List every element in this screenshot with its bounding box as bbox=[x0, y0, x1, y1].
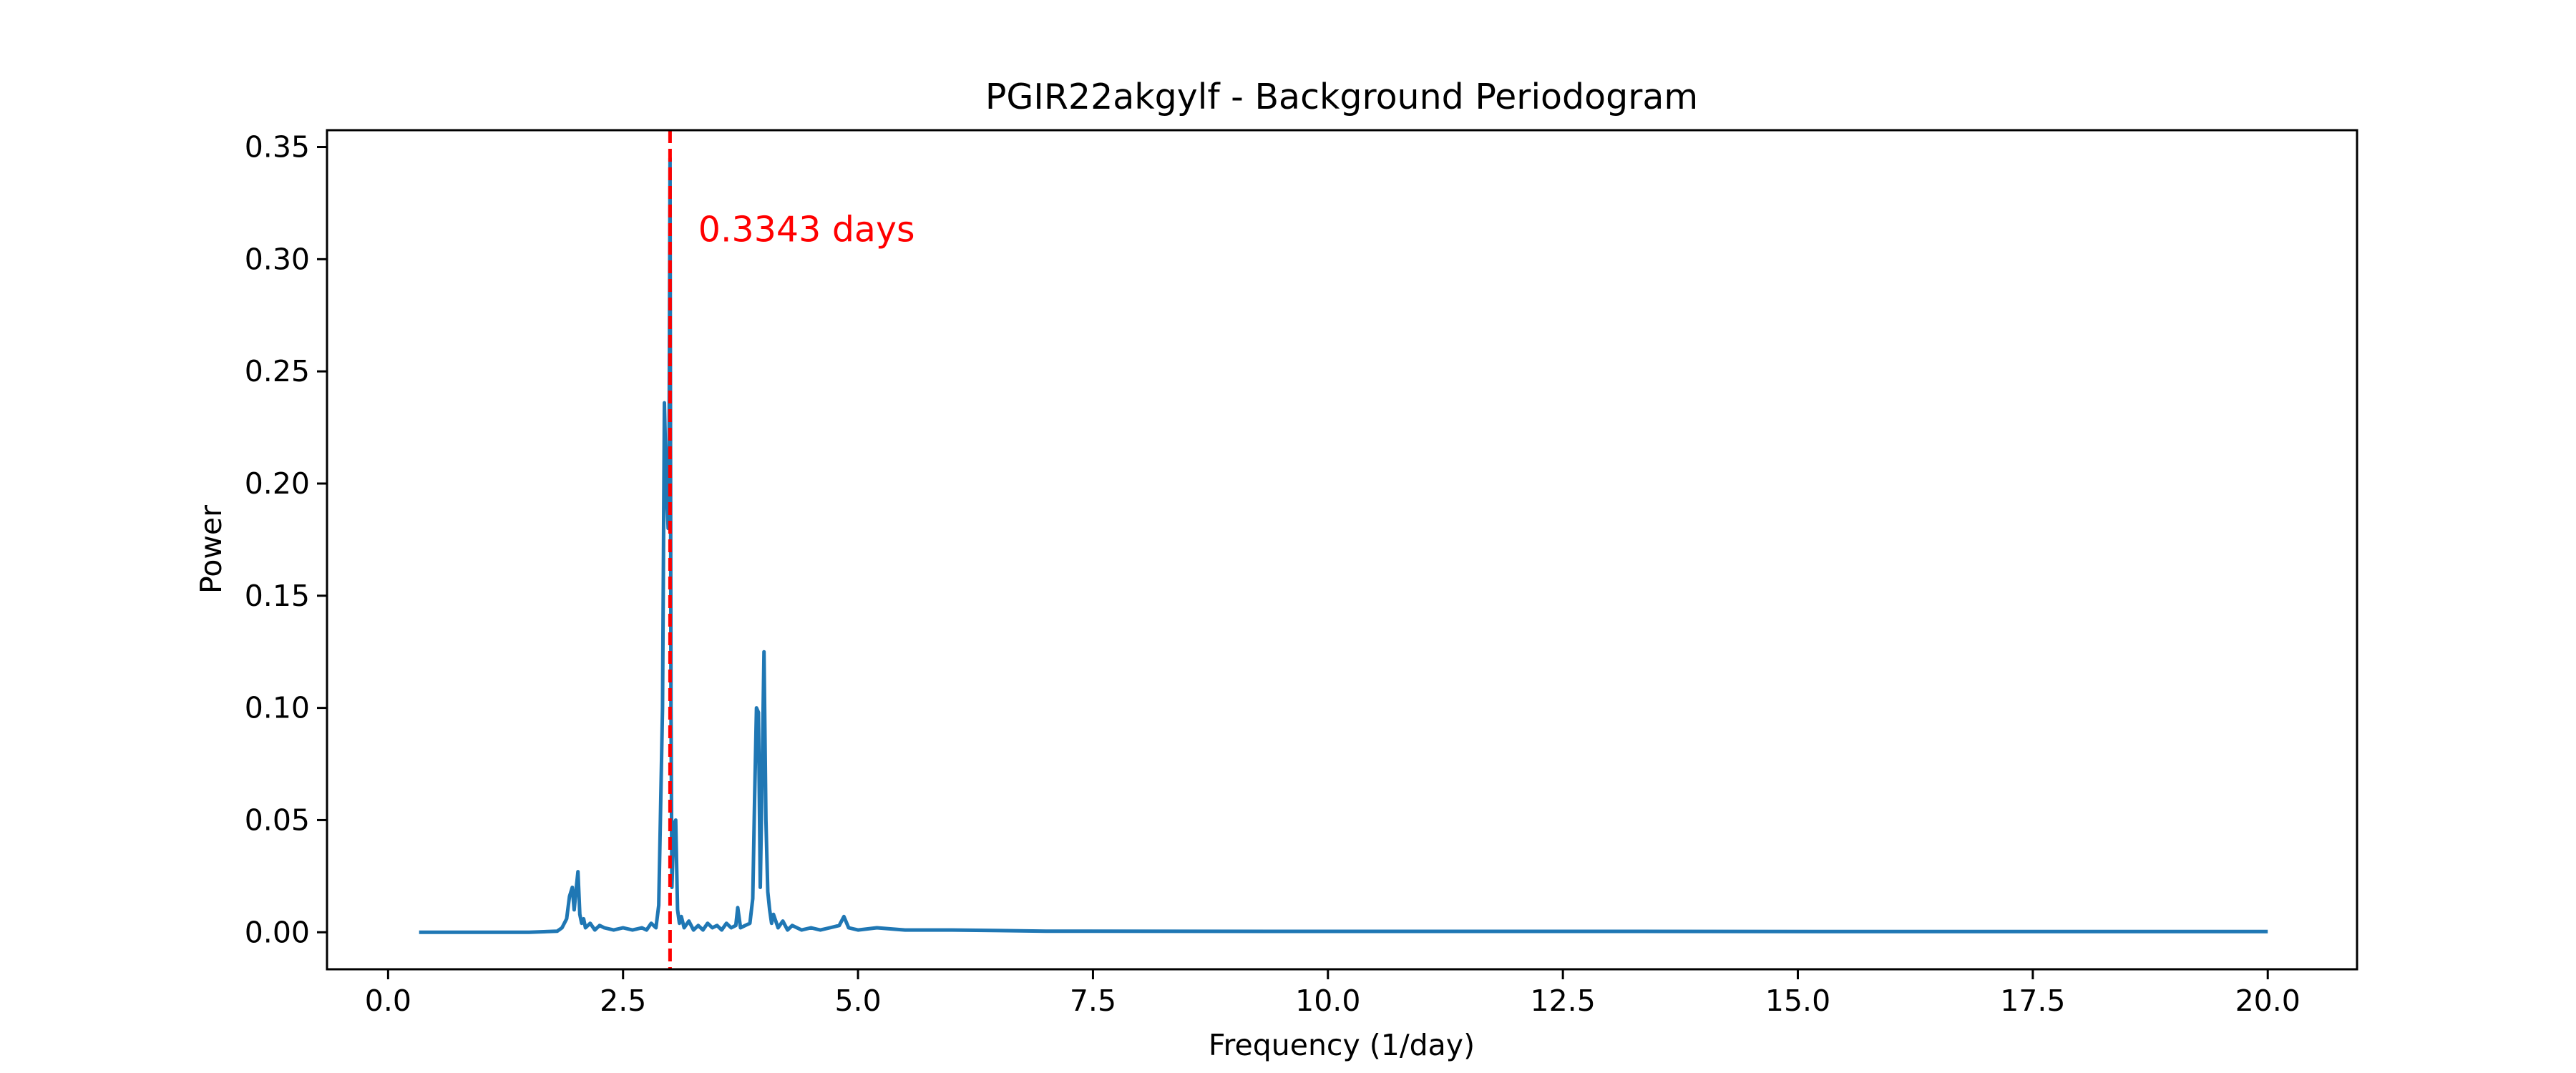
period-annotation: 0.3343 days bbox=[698, 209, 915, 250]
y-tick-label: 0.15 bbox=[245, 579, 310, 613]
plot-frame bbox=[326, 129, 2358, 971]
y-tick-label: 0.10 bbox=[245, 691, 310, 725]
y-tick-label: 0.25 bbox=[245, 354, 310, 388]
series-layer bbox=[419, 156, 2268, 934]
x-tick-label: 5.0 bbox=[834, 984, 881, 1018]
x-tick-label: 2.5 bbox=[600, 984, 646, 1018]
y-tick-label: 0.20 bbox=[245, 466, 310, 501]
plot-area: 0.3343 days bbox=[326, 129, 2358, 971]
y-tick-label: 0.05 bbox=[245, 803, 310, 837]
x-tick-label: 10.0 bbox=[1295, 984, 1360, 1018]
y-tick-label: 0.30 bbox=[245, 242, 310, 276]
y-axis: 0.00 0.05 0.10 0.15 0.20 0.25 0.30 0.35 bbox=[245, 130, 327, 949]
x-tick-label: 20.0 bbox=[2235, 984, 2301, 1018]
annotation-layer: 0.3343 days bbox=[698, 209, 915, 250]
series-line-0 bbox=[419, 156, 2268, 934]
x-tick-label: 7.5 bbox=[1070, 984, 1116, 1018]
y-tick-label: 0.35 bbox=[245, 130, 310, 165]
y-axis-label: Power bbox=[194, 505, 228, 594]
x-tick-label: 17.5 bbox=[2000, 984, 2065, 1018]
x-axis-label: Frequency (1/day) bbox=[1209, 1028, 1475, 1062]
x-tick-label: 12.5 bbox=[1531, 984, 1596, 1018]
y-tick-label: 0.00 bbox=[245, 915, 310, 949]
x-axis: 0.0 2.5 5.0 7.5 10.0 12.5 15.0 17.5 20.0 bbox=[365, 969, 2301, 1018]
chart-title: PGIR22akgylf - Background Periodogram bbox=[985, 77, 1698, 117]
x-tick-label: 0.0 bbox=[365, 984, 411, 1018]
x-tick-label: 15.0 bbox=[1765, 984, 1830, 1018]
